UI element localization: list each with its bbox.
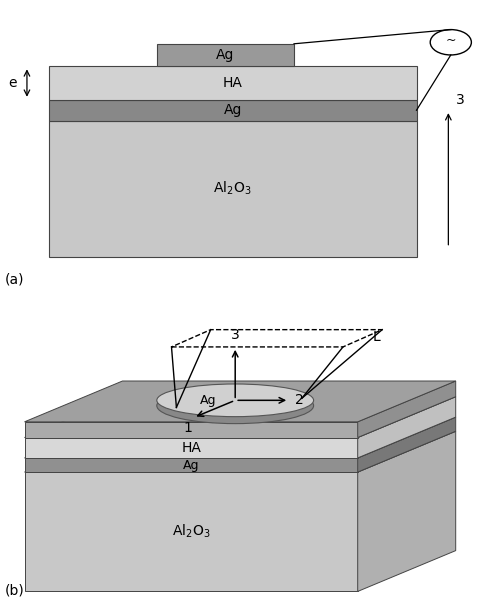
- Text: (a): (a): [5, 273, 24, 287]
- Polygon shape: [358, 381, 456, 437]
- Ellipse shape: [157, 388, 314, 423]
- Bar: [49, 66, 416, 100]
- Bar: [49, 121, 416, 257]
- Text: Al$_2$O$_3$: Al$_2$O$_3$: [214, 180, 252, 198]
- Text: Ag: Ag: [200, 394, 217, 408]
- Polygon shape: [24, 472, 358, 591]
- Text: 2: 2: [295, 393, 304, 407]
- Polygon shape: [358, 417, 456, 472]
- Polygon shape: [24, 381, 456, 422]
- Text: Ag: Ag: [216, 48, 235, 62]
- Text: HA: HA: [181, 441, 201, 455]
- Ellipse shape: [157, 384, 314, 417]
- Text: 3: 3: [456, 93, 465, 108]
- Text: HA: HA: [223, 76, 243, 90]
- Text: e: e: [8, 76, 17, 90]
- Text: Ag: Ag: [183, 458, 199, 472]
- Text: 1: 1: [183, 422, 192, 435]
- Polygon shape: [24, 422, 358, 437]
- Text: (b): (b): [5, 583, 24, 598]
- Polygon shape: [24, 417, 456, 458]
- Text: Al$_2$O$_3$: Al$_2$O$_3$: [172, 523, 210, 541]
- Text: Ag: Ag: [223, 103, 242, 117]
- Text: L: L: [372, 330, 380, 344]
- Polygon shape: [24, 437, 358, 458]
- Bar: [49, 100, 416, 121]
- Bar: [157, 43, 294, 66]
- Polygon shape: [358, 397, 456, 458]
- Polygon shape: [24, 431, 456, 472]
- Polygon shape: [358, 431, 456, 591]
- Polygon shape: [24, 458, 358, 472]
- Text: ~: ~: [445, 34, 456, 47]
- Text: 3: 3: [231, 328, 240, 342]
- Polygon shape: [24, 397, 456, 437]
